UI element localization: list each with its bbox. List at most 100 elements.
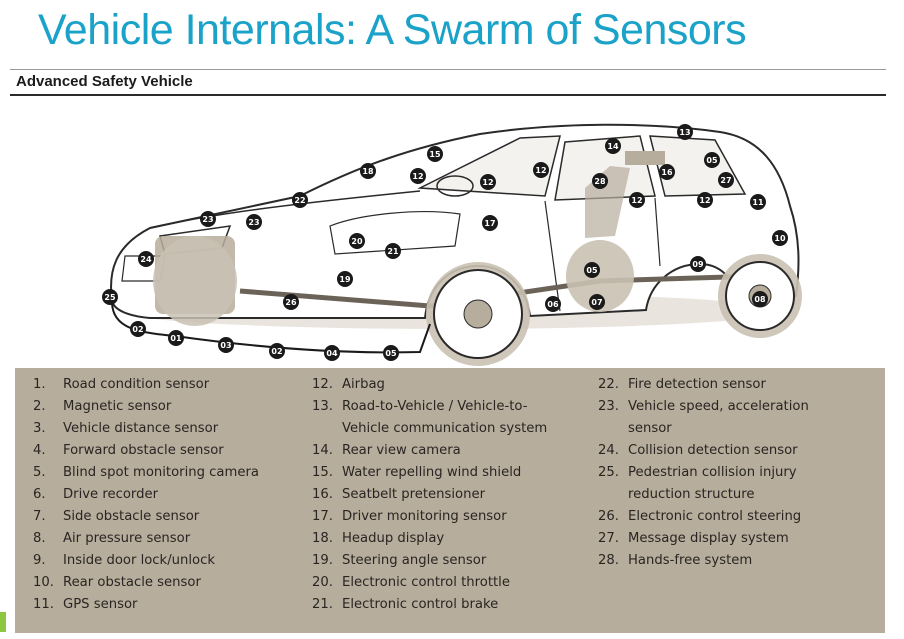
svg-text:23: 23	[202, 215, 213, 224]
far-rear-wheel	[566, 240, 634, 312]
legend-item: 13. Road-to-Vehicle / Vehicle-to-	[312, 396, 592, 418]
legend-item-label: Headup display	[342, 531, 445, 546]
front-wheel	[426, 262, 530, 366]
sensor-marker-11: 11	[750, 194, 766, 210]
sensor-marker-19: 19	[337, 271, 353, 287]
svg-text:16: 16	[661, 168, 673, 177]
sensor-marker-05: 05	[704, 152, 720, 168]
sensor-marker-23: 23	[246, 214, 262, 230]
legend-item-label: Rear obstacle sensor	[63, 575, 201, 590]
svg-text:24: 24	[140, 255, 152, 264]
svg-text:23: 23	[248, 218, 259, 227]
svg-text:02: 02	[132, 325, 143, 334]
svg-text:04: 04	[326, 349, 338, 358]
svg-text:22: 22	[294, 196, 305, 205]
legend-item-label: GPS sensor	[63, 597, 138, 612]
sensor-marker-20: 20	[349, 233, 365, 249]
header-rule-top	[10, 69, 886, 70]
legend-item-label: Fire detection sensor	[628, 377, 766, 392]
legend-item-number: 19.	[312, 553, 333, 568]
sensor-marker-06: 06	[545, 296, 561, 312]
sensor-markers: 13 14 15 05 18 12 12 12 27 28 16 12 12 11 22 23 23 17 10 20…	[102, 124, 788, 361]
sensor-marker-15: 15	[427, 146, 443, 162]
sensor-marker-09: 09	[690, 256, 706, 272]
legend-item-label: Message display system	[628, 531, 789, 546]
sensor-marker-10: 10	[772, 230, 788, 246]
legend-item-number: 8.	[33, 531, 46, 546]
vehicle-diagram: 13 14 15 05 18 12 12 12 27 28 16 12 12 11 22 23 23 17 10 20…	[102, 123, 802, 366]
legend-item-label: Airbag	[342, 377, 385, 392]
svg-text:18: 18	[362, 167, 374, 176]
sensor-marker-12: 12	[410, 168, 426, 184]
sensor-marker-25: 25	[102, 289, 118, 305]
legend-panel: 1. Road condition sensor 2. Magnetic sensor…	[15, 368, 885, 633]
sensor-marker-23: 23	[200, 211, 216, 227]
legend-item-label: Air pressure sensor	[63, 531, 191, 546]
svg-text:27: 27	[720, 176, 731, 185]
legend-item-label: Side obstacle sensor	[63, 509, 200, 524]
legend-column-3: 22. Fire detection sensor 23. Vehicle speed…	[598, 374, 878, 572]
legend-item: 24. Collision detection sensor	[598, 440, 878, 462]
legend-item-label: Magnetic sensor	[63, 399, 172, 414]
legend-item-number: 10.	[33, 575, 54, 590]
legend-item-label: Electronic control throttle	[342, 575, 510, 590]
legend-item-label: Pedestrian collision injury	[628, 465, 797, 480]
svg-text:20: 20	[351, 237, 363, 246]
legend-item-number: 24.	[598, 443, 619, 458]
sensor-marker-27: 27	[718, 172, 734, 188]
legend-item: 16. Seatbelt pretensioner	[312, 484, 592, 506]
legend-item-label: Vehicle communication system	[342, 421, 548, 436]
legend-item-number: 1.	[33, 377, 46, 392]
legend-item-label: sensor	[628, 421, 672, 436]
svg-text:26: 26	[285, 298, 297, 307]
svg-text:15: 15	[429, 150, 441, 159]
dashboard	[329, 211, 461, 255]
sensor-marker-12: 12	[629, 192, 645, 208]
sensor-marker-12: 12	[697, 192, 713, 208]
legend-item-label: Water repelling wind shield	[342, 465, 522, 480]
legend-item-number: 16.	[312, 487, 333, 502]
sensor-marker-22: 22	[292, 192, 308, 208]
legend-item-label: Blind spot monitoring camera	[63, 465, 259, 480]
legend-item-number: 3.	[33, 421, 46, 436]
legend-item: 21. Electronic control brake	[312, 594, 592, 616]
legend-item-number: 5.	[33, 465, 46, 480]
legend-item-number: 13.	[312, 399, 333, 414]
sensor-marker-02: 02	[269, 343, 285, 359]
svg-text:17: 17	[484, 219, 495, 228]
legend-item-label: Vehicle distance sensor	[63, 421, 219, 436]
svg-text:13: 13	[679, 128, 690, 137]
svg-text:05: 05	[385, 349, 397, 358]
sensor-marker-21: 21	[385, 243, 401, 259]
svg-text:12: 12	[631, 196, 642, 205]
sensor-marker-01: 01	[168, 330, 184, 346]
legend-item: 1. Road condition sensor	[33, 374, 303, 396]
legend-item-label: Seatbelt pretensioner	[342, 487, 486, 502]
legend-item-label: Steering angle sensor	[342, 553, 487, 568]
legend-item-label: Drive recorder	[63, 487, 159, 502]
legend-item: 27. Message display system	[598, 528, 878, 550]
legend-item: 9. Inside door lock/unlock	[33, 550, 303, 572]
sensor-network-cable	[110, 295, 431, 354]
sensor-marker-05: 05	[383, 345, 399, 361]
sensor-marker-03: 03	[218, 337, 234, 353]
sensor-marker-18: 18	[360, 163, 376, 179]
sensor-marker-14: 14	[605, 138, 621, 154]
door-line	[654, 197, 661, 267]
legend-item: 26. Electronic control steering	[598, 506, 878, 528]
sensor-marker-02: 02	[130, 321, 146, 337]
svg-text:03: 03	[220, 341, 231, 350]
legend-item-number: 25.	[598, 465, 619, 480]
sensor-marker-12: 12	[480, 174, 496, 190]
slide-title: Vehicle Internals: A Swarm of Sensors	[38, 6, 747, 54]
hood-line	[149, 190, 421, 229]
legend-item: 2. Magnetic sensor	[33, 396, 303, 418]
svg-text:08: 08	[754, 295, 766, 304]
svg-text:25: 25	[104, 293, 116, 302]
svg-text:10: 10	[774, 234, 786, 243]
sensor-marker-24: 24	[138, 251, 154, 267]
header-rule-bottom	[10, 94, 886, 96]
rear-module	[625, 151, 665, 165]
svg-text:05: 05	[706, 156, 718, 165]
svg-text:12: 12	[699, 196, 710, 205]
